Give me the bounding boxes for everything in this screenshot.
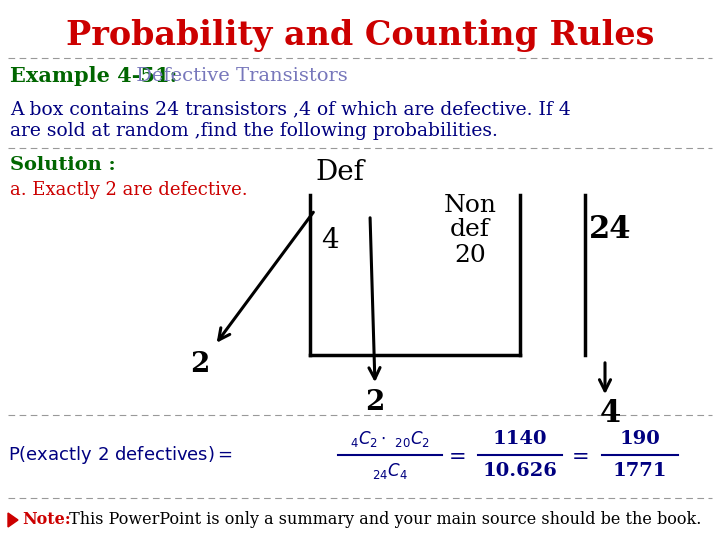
Text: $_{24}C_4$: $_{24}C_4$ xyxy=(372,461,408,481)
Text: def: def xyxy=(450,219,490,241)
Text: are sold at random ,find the following probabilities.: are sold at random ,find the following p… xyxy=(10,122,498,140)
Text: a. Exactly 2 are defective.: a. Exactly 2 are defective. xyxy=(10,181,248,199)
Text: 1140: 1140 xyxy=(492,430,547,448)
Text: Solution :: Solution : xyxy=(10,156,116,174)
Text: 20: 20 xyxy=(454,244,486,267)
Text: A box contains 24 transistors ,4 of which are defective. If 4: A box contains 24 transistors ,4 of whic… xyxy=(10,100,571,118)
Text: $=$: $=$ xyxy=(444,445,466,465)
Text: 2: 2 xyxy=(365,389,384,416)
Text: Non: Non xyxy=(444,193,497,217)
Text: $_4C_2 \cdot\ _{20}C_2$: $_4C_2 \cdot\ _{20}C_2$ xyxy=(350,429,430,449)
Text: 2: 2 xyxy=(190,352,210,379)
Text: 1771: 1771 xyxy=(613,462,667,480)
Text: Probability and Counting Rules: Probability and Counting Rules xyxy=(66,18,654,51)
Text: Def: Def xyxy=(315,159,364,186)
Text: This PowerPoint is only a summary and your main source should be the book.: This PowerPoint is only a summary and yo… xyxy=(64,511,701,529)
Text: $=$: $=$ xyxy=(567,445,589,465)
Text: Note:: Note: xyxy=(22,511,71,529)
Text: 4: 4 xyxy=(321,226,339,253)
Polygon shape xyxy=(8,513,18,527)
Text: 24: 24 xyxy=(589,214,631,246)
Text: Defective Transistors: Defective Transistors xyxy=(130,67,348,85)
Text: $\mathrm{P(exactly\ 2\ defectives)} =$: $\mathrm{P(exactly\ 2\ defectives)} =$ xyxy=(8,444,233,466)
Text: Example 4-51:: Example 4-51: xyxy=(10,66,177,86)
Text: 10.626: 10.626 xyxy=(482,462,557,480)
Text: 4: 4 xyxy=(599,397,621,429)
Text: 190: 190 xyxy=(620,430,660,448)
